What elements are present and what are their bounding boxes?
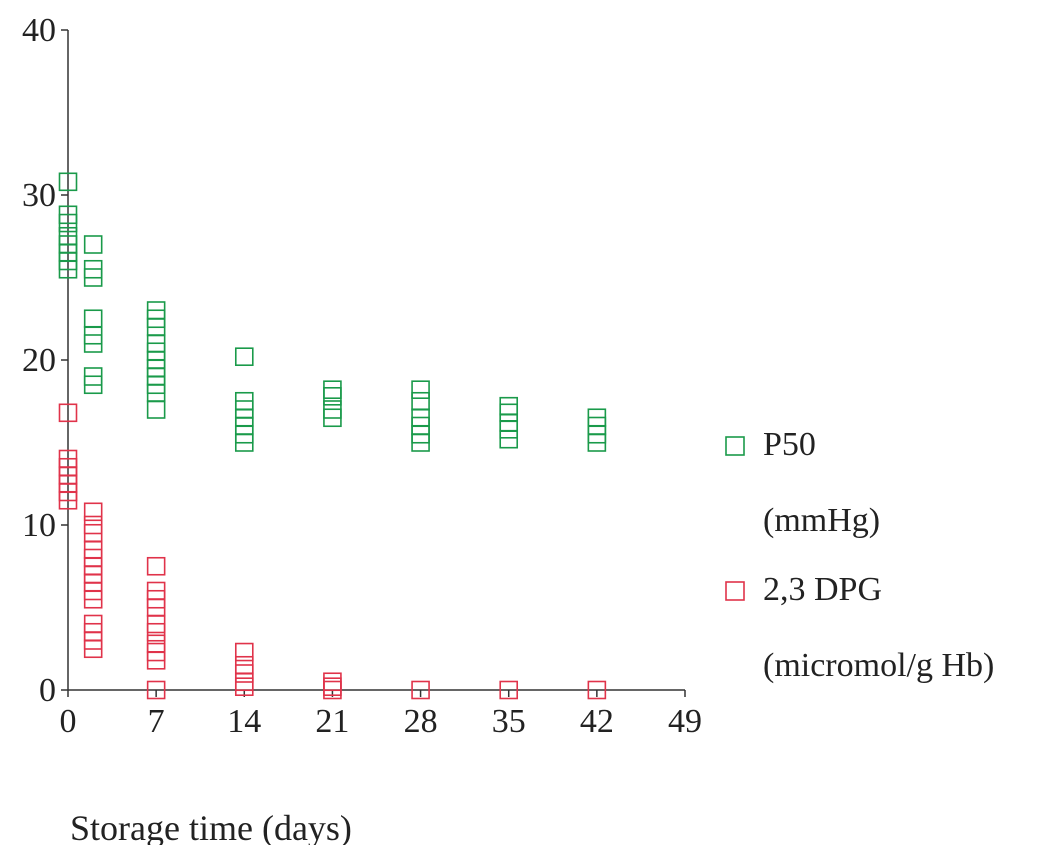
data-point — [83, 268, 103, 287]
data-point — [58, 259, 78, 279]
data-point — [323, 680, 342, 700]
data-point — [58, 172, 78, 192]
data-point — [83, 235, 103, 254]
data-point — [83, 334, 103, 353]
legend-unit: (micromol/g Hb) — [763, 647, 994, 684]
series-dpg — [58, 403, 607, 700]
x-tick-label: 0 — [60, 703, 77, 740]
data-point — [58, 213, 78, 233]
legend-label: 2,3 DPG — [763, 571, 882, 608]
x-tick-label: 21 — [315, 703, 349, 740]
data-point — [411, 680, 430, 700]
legend-marker — [725, 581, 745, 601]
x-tick-label: 49 — [668, 703, 702, 740]
data-point — [83, 589, 103, 609]
x-tick-label: 42 — [580, 703, 614, 740]
data-point — [234, 677, 254, 697]
tick-labels: 0 10 20 30 40 0 7 14 21 28 35 42 49 — [22, 12, 702, 740]
data-point — [234, 347, 254, 367]
data-points — [58, 172, 607, 700]
legend-marker — [725, 436, 745, 456]
data-point — [499, 680, 519, 700]
data-point — [146, 400, 166, 419]
data-point — [146, 650, 166, 670]
legend-item: 2,3 DPG (micromol/g Hb) — [725, 571, 994, 684]
y-tick-label: 10 — [22, 507, 56, 544]
data-point — [146, 556, 166, 576]
data-point — [234, 433, 254, 452]
axes — [61, 29, 686, 697]
data-point — [83, 502, 103, 522]
data-point — [499, 396, 519, 416]
legend-item: P50 (mmHg) — [725, 426, 880, 539]
data-point — [587, 680, 607, 700]
data-point — [234, 642, 254, 662]
data-point — [499, 413, 519, 433]
data-point — [323, 380, 342, 400]
y-tick-label: 0 — [39, 672, 56, 709]
data-point — [587, 433, 607, 452]
data-point — [83, 375, 103, 395]
data-point — [146, 622, 166, 642]
data-point — [146, 680, 166, 700]
legend-label: P50 — [763, 426, 816, 463]
x-tick-label: 7 — [148, 703, 165, 740]
x-tick-label: 14 — [227, 703, 261, 740]
y-tick-label: 20 — [22, 342, 56, 379]
data-point — [411, 433, 430, 452]
data-point — [83, 309, 103, 329]
data-point — [323, 386, 342, 406]
y-tick-label: 30 — [22, 177, 56, 214]
x-tick-label: 28 — [404, 703, 438, 740]
data-point — [83, 639, 103, 659]
data-point — [499, 429, 519, 449]
legend: P50 (mmHg) 2,3 DPG (micromol/g Hb) — [725, 426, 994, 684]
data-point — [58, 490, 78, 510]
data-point — [499, 419, 519, 439]
series-p50 — [58, 172, 607, 452]
x-axis-title: Storage time (days) — [70, 808, 352, 845]
data-point — [411, 380, 430, 400]
x-tick-label: 35 — [492, 703, 526, 740]
data-point — [323, 408, 342, 428]
data-point — [499, 403, 519, 423]
y-tick-label: 40 — [22, 12, 56, 49]
data-point — [58, 403, 78, 423]
data-point — [411, 391, 430, 411]
legend-unit: (mmHg) — [763, 502, 880, 539]
